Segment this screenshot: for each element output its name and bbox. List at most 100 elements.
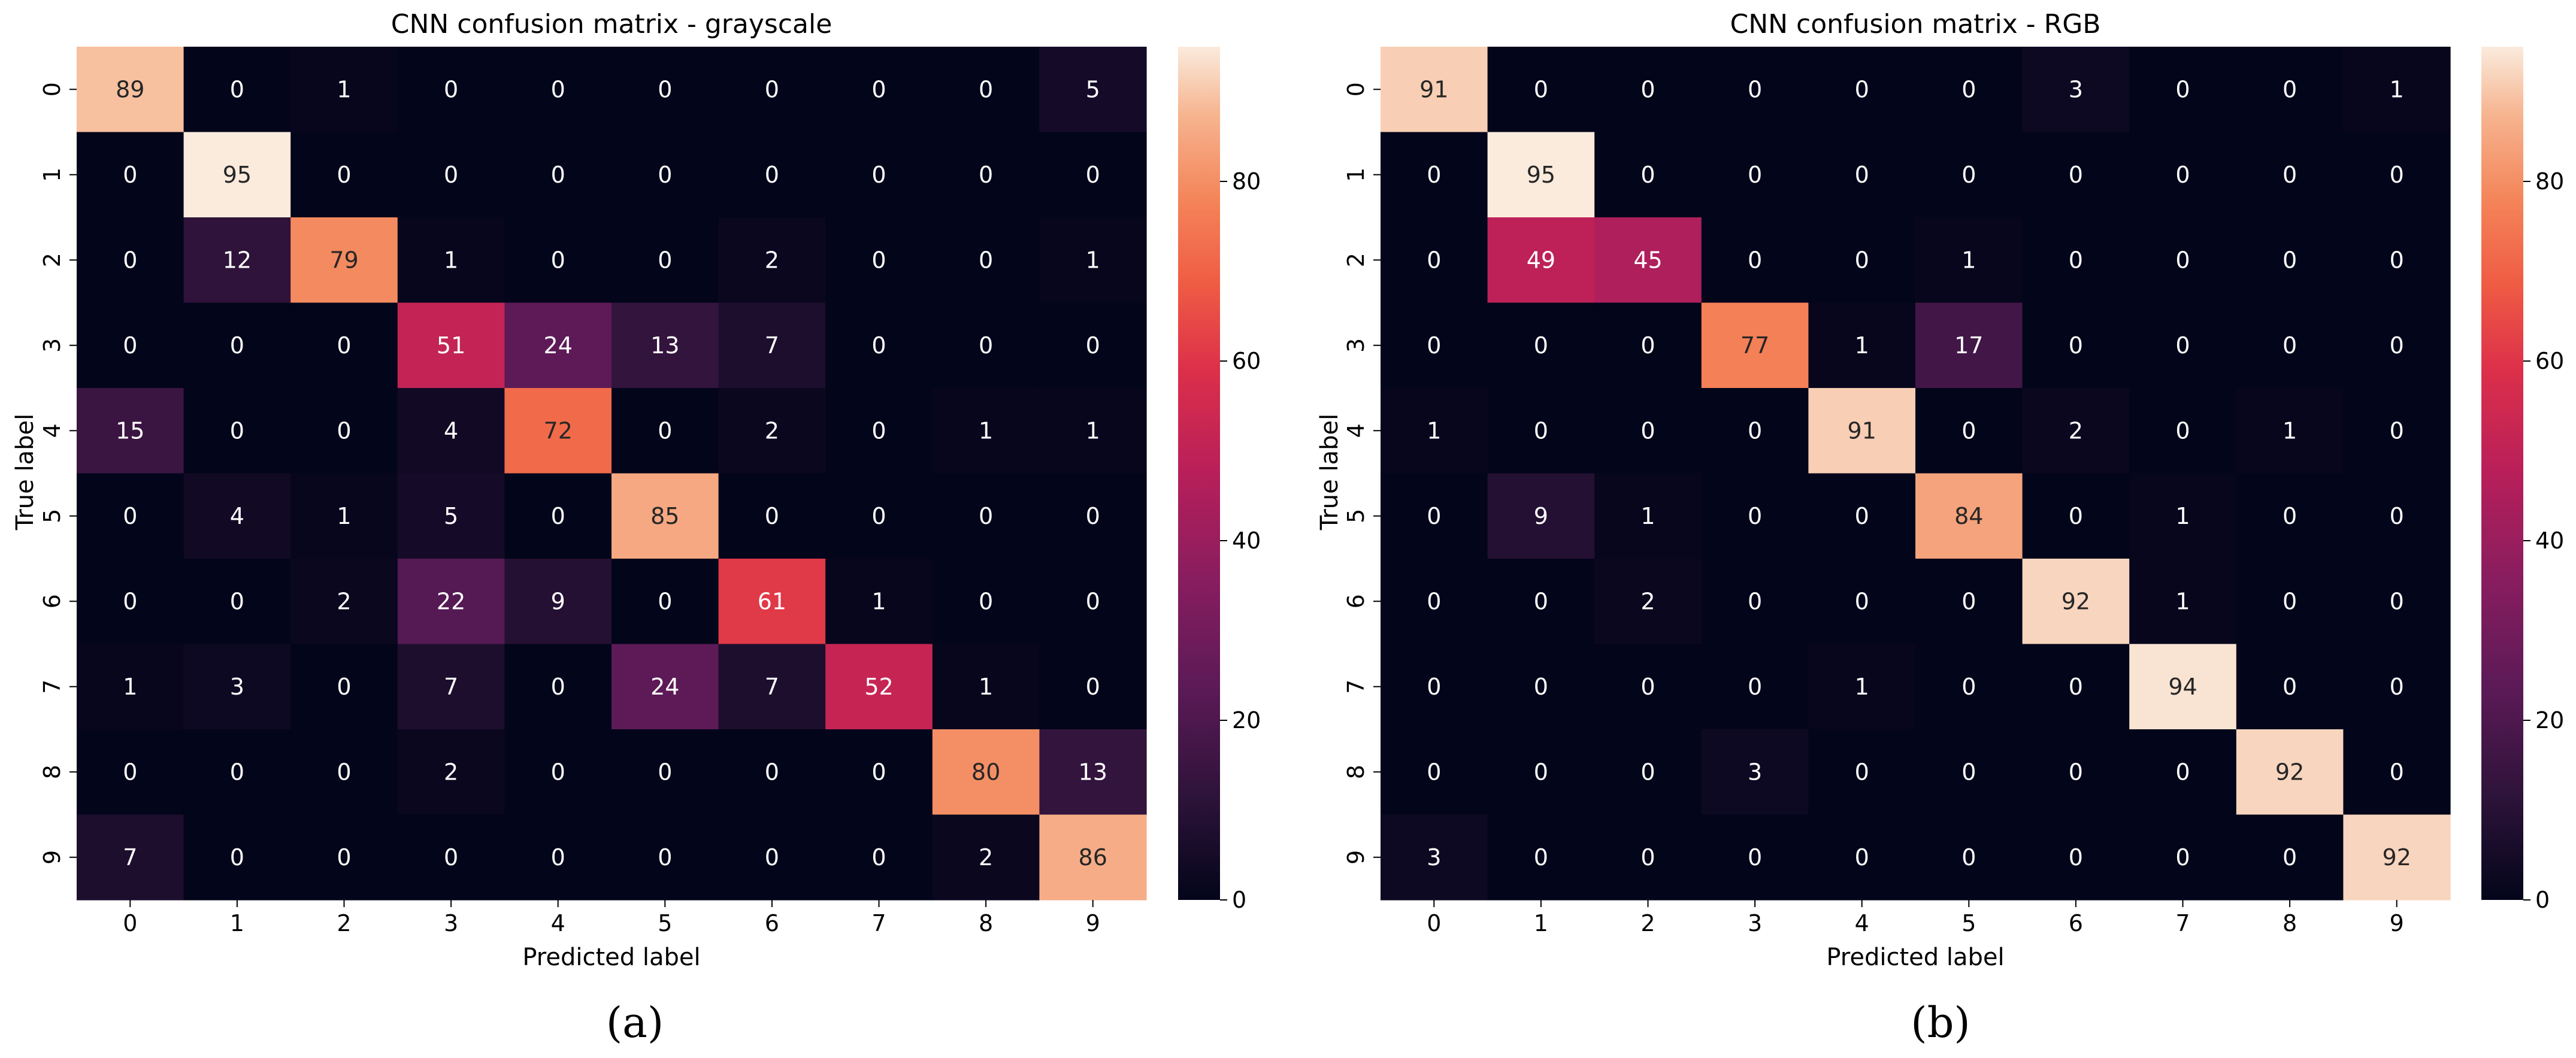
cell-value-a-r1-c7: 0 (871, 162, 886, 188)
cell-value-b-r1-c5: 0 (1961, 162, 1976, 188)
heatmap-cell-a-r8-c4 (504, 729, 612, 816)
heatmap-cell-b-r2-c1 (1487, 217, 1595, 304)
cell-value-a-r8-c2: 0 (337, 759, 351, 785)
heatmap-cell-b-r7-c4 (1808, 644, 1916, 730)
cell-value-a-r9-c6: 0 (765, 844, 779, 871)
colorbar-tick-label-b-4: 80 (2535, 168, 2564, 195)
heatmap-cell-a-r4-c5 (612, 388, 719, 474)
heatmap-cell-a-r3-c5 (612, 302, 719, 389)
heatmap-cell-a-r9-c4 (504, 814, 612, 901)
cell-value-b-r2-c1: 49 (1527, 247, 1555, 273)
heatmap-cell-b-r9-c7 (2129, 814, 2237, 901)
heatmap-cell-b-r4-c8 (2236, 388, 2344, 474)
heatmap-cell-a-r6-c4 (504, 559, 612, 645)
cell-value-a-r5-c8: 0 (979, 503, 993, 529)
cell-value-b-r8-c1: 0 (1534, 759, 1548, 785)
cell-value-a-r8-c9: 13 (1079, 759, 1107, 785)
heatmap-cell-a-r0-c0 (77, 47, 184, 133)
cell-value-a-r9-c8: 2 (979, 844, 993, 871)
cell-value-a-r6-c0: 0 (123, 588, 137, 614)
cell-value-a-r6-c1: 0 (230, 588, 244, 614)
cell-value-b-r0-c6: 3 (2069, 76, 2083, 102)
heatmap-cell-b-r6-c0 (1381, 559, 1488, 645)
cell-value-b-r1-c1: 95 (1527, 162, 1555, 188)
cell-value-b-r4-c1: 0 (1534, 417, 1548, 444)
heatmap-cell-b-r3-c4 (1808, 302, 1916, 389)
cell-value-b-r5-c0: 0 (1427, 503, 1441, 529)
heatmap-cell-a-r8-c6 (718, 729, 826, 816)
cell-value-b-r3-c2: 0 (1640, 332, 1655, 359)
heatmap-cell-a-r4-c4 (504, 388, 612, 474)
cell-value-b-r0-c8: 0 (2283, 76, 2297, 102)
cell-value-a-r3-c3: 51 (437, 332, 465, 359)
x-tick-label-b-9: 9 (2390, 910, 2404, 936)
heatmap-cell-a-r8-c8 (932, 729, 1040, 816)
cell-value-b-r9-c1: 0 (1534, 844, 1548, 871)
heatmap-cell-b-r3-c3 (1701, 302, 1809, 389)
cell-value-b-r4-c2: 0 (1640, 417, 1655, 444)
heatmap-cell-a-r5-c0 (77, 473, 184, 559)
cell-value-a-r0-c2: 1 (337, 76, 351, 102)
y-tick-label-b-5: 5 (1343, 509, 1369, 523)
cell-value-a-r8-c7: 0 (871, 759, 886, 785)
heatmap-cell-b-r2-c9 (2343, 217, 2451, 304)
heatmap-cell-a-r1-c6 (718, 132, 826, 218)
heatmap-cell-a-r0-c2 (290, 47, 398, 133)
x-tick-label-b-7: 7 (2175, 910, 2190, 936)
cell-value-a-r9-c3: 0 (444, 844, 458, 871)
cell-value-b-r9-c8: 0 (2283, 844, 2297, 871)
cell-value-a-r2-c3: 1 (444, 247, 458, 273)
heatmap-cell-a-r5-c6 (718, 473, 826, 559)
cell-value-a-r8-c3: 2 (444, 759, 458, 785)
x-axis-ticks-a: 0 1 2 3 4 5 6 7 8 9 (123, 900, 1100, 936)
heatmap-cell-a-r7-c6 (718, 644, 826, 730)
heatmap-cell-a-r0-c3 (397, 47, 505, 133)
y-axis-label-b: True label (1316, 414, 1343, 530)
cell-value-b-r8-c2: 0 (1640, 759, 1655, 785)
heatmap-cell-a-r7-c1 (183, 644, 291, 730)
heatmap-cell-a-r2-c1 (183, 217, 291, 304)
heatmap-cell-b-r5-c8 (2236, 473, 2344, 559)
heatmap-cell-a-r0-c9 (1039, 47, 1147, 133)
cell-value-a-r7-c4: 0 (551, 674, 565, 700)
heatmap-cell-b-r9-c0 (1381, 814, 1488, 901)
cell-value-b-r3-c4: 1 (1855, 332, 1869, 359)
x-tick-label-b-6: 6 (2069, 910, 2083, 936)
heatmap-cell-a-r1-c2 (290, 132, 398, 218)
heatmap-cell-b-r2-c6 (2022, 217, 2130, 304)
cell-value-b-r7-c6: 0 (2069, 674, 2083, 700)
heatmap-cell-a-r4-c9 (1039, 388, 1147, 474)
heatmap-cell-a-r9-c2 (290, 814, 398, 901)
cell-value-b-r8-c5: 0 (1961, 759, 1976, 785)
chart-title-a: CNN confusion matrix - grayscale (391, 9, 833, 40)
heatmap-cell-b-r8-c0 (1381, 729, 1488, 816)
heatmap-cell-a-r3-c3 (397, 302, 505, 389)
heatmap-cell-a-r5-c1 (183, 473, 291, 559)
y-tick-label-a-1: 1 (39, 168, 65, 182)
colorbar-tick-label-a-3: 60 (1232, 348, 1261, 374)
x-tick-label-b-8: 8 (2283, 910, 2297, 936)
cell-value-b-r4-c9: 0 (2390, 417, 2404, 444)
y-tick-label-b-6: 6 (1343, 594, 1369, 608)
heatmap-cell-a-r2-c2 (290, 217, 398, 304)
heatmap-cell-b-r2-c0 (1381, 217, 1488, 304)
cell-value-b-r0-c3: 0 (1748, 76, 1762, 102)
heatmap-cell-b-r0-c6 (2022, 47, 2130, 133)
cell-value-a-r4-c0: 15 (116, 417, 144, 444)
cell-value-a-r4-c7: 0 (871, 417, 886, 444)
cell-value-b-r8-c6: 0 (2069, 759, 2083, 785)
cell-value-a-r6-c9: 0 (1086, 588, 1100, 614)
heatmap-cell-b-r0-c2 (1594, 47, 1702, 133)
cell-value-b-r1-c0: 0 (1427, 162, 1441, 188)
panel-b: CNN confusion matrix - RGB 91 0 0 0 0 0 3 0 0 10 9… (1316, 9, 2564, 1047)
cell-value-b-r2-c5: 1 (1961, 247, 1976, 273)
x-tick-label-b-3: 3 (1748, 910, 1762, 936)
cell-value-b-r7-c3: 0 (1748, 674, 1762, 700)
y-tick-label-b-0: 0 (1343, 82, 1369, 96)
heatmap-cell-b-r2-c4 (1808, 217, 1916, 304)
cell-value-a-r7-c5: 24 (650, 674, 679, 700)
colorbar-ticks-a: 0 20 40 60 80 (1220, 168, 1261, 913)
heatmap-cell-a-r5-c8 (932, 473, 1040, 559)
cell-value-a-r5-c6: 0 (765, 503, 779, 529)
cell-value-a-r3-c4: 24 (544, 332, 573, 359)
